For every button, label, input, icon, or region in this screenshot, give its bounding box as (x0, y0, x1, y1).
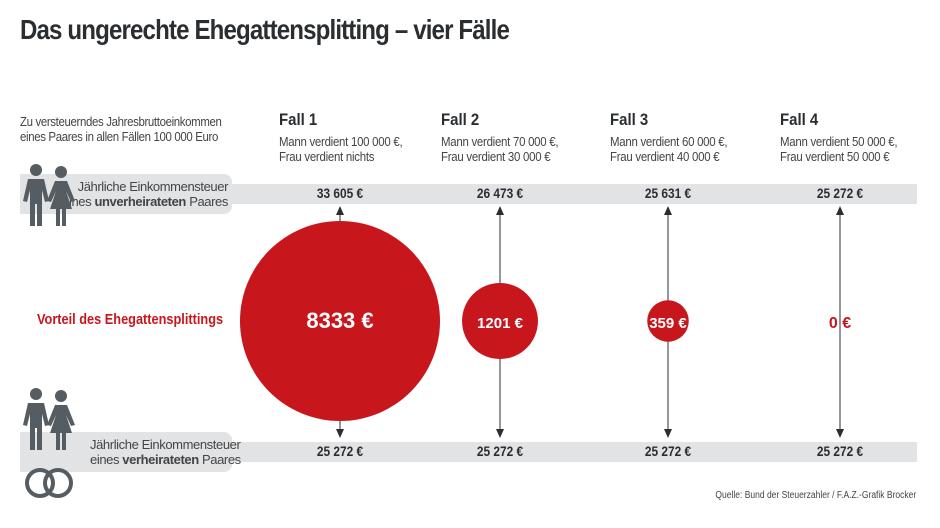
case-4: Fall 4 Mann verdient 50 000 €, Frau verd… (780, 110, 898, 164)
arrow-up-head (496, 206, 504, 215)
arrow-down-head (836, 429, 844, 438)
case-desc: Mann verdient 70 000 €, (441, 134, 559, 149)
advantage-value: 0 € (829, 315, 851, 332)
intro-text: Zu versteuerndes Jahresbruttoeinkommen e… (20, 114, 222, 144)
page-title: Das ungerechte Ehegattensplitting – vier… (20, 14, 510, 45)
arrow-up-head (664, 206, 672, 215)
case-desc: Frau verdient nichts (279, 149, 375, 164)
case-3: Fall 3 Mann verdient 60 000 €, Frau verd… (610, 110, 728, 164)
label-bold: unverheirateten (94, 194, 186, 209)
label-text: Paares (198, 452, 241, 467)
label-text: eines (90, 452, 123, 467)
arrow-down-head (336, 429, 344, 438)
case-desc: Frau verdient 40 000 € (610, 149, 720, 164)
unmarried-tax-value: 26 473 € (476, 185, 524, 201)
label-line: eines verheirateten Paares (90, 452, 290, 467)
unmarried-couple-icon (23, 164, 75, 226)
intro-line: eines Paares in allen Fällen 100 000 Eur… (20, 129, 218, 144)
intro-line: Zu versteuerndes Jahresbruttoeinkommen (20, 114, 222, 129)
label-line: Jährliche Einkommensteuer (90, 437, 241, 452)
label-text: Paares (185, 194, 228, 209)
case-title: Fall 4 (780, 110, 819, 129)
case-desc: Mann verdient 50 000 €, (780, 134, 898, 149)
case-title: Fall 2 (441, 110, 480, 129)
unmarried-tax-value: 25 631 € (644, 185, 692, 201)
married-tax-value: 25 272 € (644, 443, 692, 459)
label-line: Jährliche Einkommensteuer (77, 179, 229, 194)
unmarried-label: Jährliche Einkommensteuer eines unverhei… (28, 179, 228, 209)
case-desc: Frau verdient 50 000 € (780, 149, 890, 164)
case-desc: Mann verdient 60 000 €, (610, 134, 728, 149)
advantage-label: Vorteil des Ehegattensplittings (37, 311, 224, 328)
arrow-down-head (496, 429, 504, 438)
married-tax-value: 25 272 € (316, 443, 364, 459)
arrow-down-head (664, 429, 672, 438)
advantage-bubble (647, 300, 689, 342)
case-desc: Frau verdient 30 000 € (441, 149, 551, 164)
married-bar (20, 442, 917, 462)
advantage-value: 359 € (649, 315, 687, 332)
case-title: Fall 3 (610, 110, 649, 129)
married-couple-icon (23, 388, 75, 450)
label-bold: verheirateten (122, 452, 199, 467)
case-title: Fall 1 (279, 110, 318, 129)
unmarried-bar (20, 184, 917, 204)
married-label: Jährliche Einkommensteuer eines verheira… (90, 437, 290, 467)
advantage-bubble (240, 221, 440, 421)
advantage-value: 8333 € (306, 308, 373, 333)
case-desc: Mann verdient 100 000 €, (279, 134, 403, 149)
unmarried-tax-value: 33 605 € (316, 185, 364, 201)
case-1: Fall 1 Mann verdient 100 000 €, Frau ver… (279, 110, 403, 164)
arrow-up-head (336, 206, 344, 215)
case-2: Fall 2 Mann verdient 70 000 €, Frau verd… (441, 110, 559, 164)
label-line: eines unverheirateten Paares (28, 194, 228, 209)
married-label-tab: Jährliche Einkommensteuer eines verheira… (20, 432, 241, 472)
married-tax-value: 25 272 € (476, 443, 524, 459)
advantage-bubble (462, 283, 538, 359)
arrow-up-head (836, 206, 844, 215)
unmarried-tax-value: 25 272 € (816, 185, 864, 201)
wedding-rings-icon (25, 468, 73, 498)
advantage-value: 1201 € (477, 315, 524, 332)
source-note: Quelle: Bund der Steuerzahler / F.A.Z.-G… (715, 490, 916, 501)
married-tax-value: 25 272 € (816, 443, 864, 459)
